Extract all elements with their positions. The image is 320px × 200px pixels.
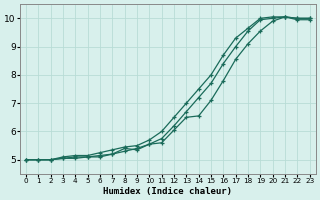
- X-axis label: Humidex (Indice chaleur): Humidex (Indice chaleur): [103, 187, 232, 196]
